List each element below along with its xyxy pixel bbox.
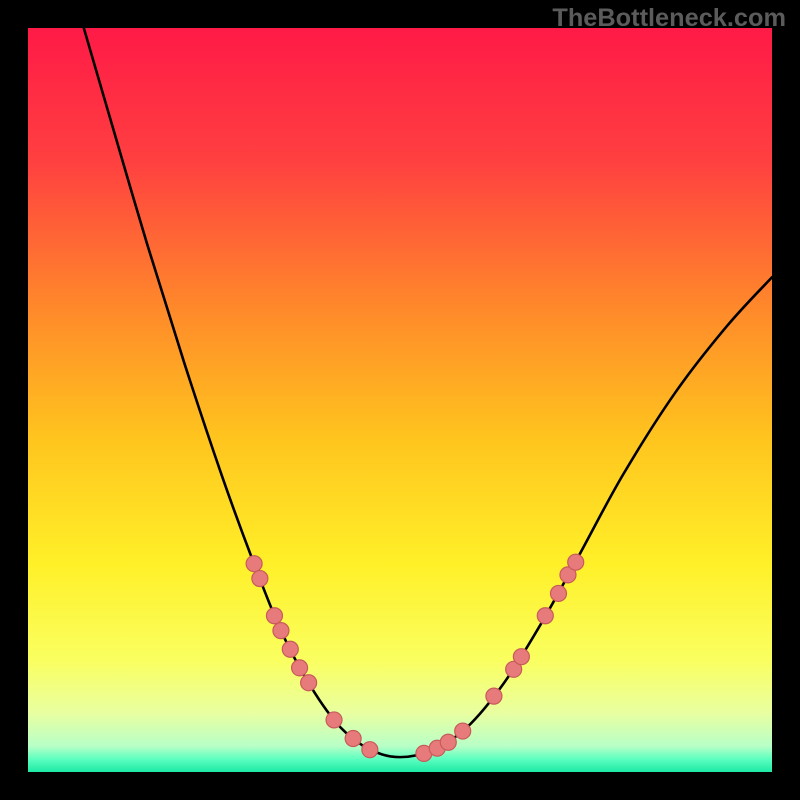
markers-group — [246, 554, 584, 761]
outer-frame — [0, 0, 800, 800]
marker-dot — [440, 734, 456, 750]
marker-dot — [362, 742, 378, 758]
marker-dot — [273, 623, 289, 639]
marker-dot — [537, 608, 553, 624]
marker-dot — [301, 675, 317, 691]
marker-dot — [282, 641, 298, 657]
watermark-text: TheBottleneck.com — [552, 4, 786, 33]
marker-dot — [246, 556, 262, 572]
marker-dot — [266, 608, 282, 624]
marker-dot — [252, 571, 268, 587]
plot-area — [28, 28, 772, 772]
v-curve — [84, 28, 772, 757]
marker-dot — [568, 554, 584, 570]
marker-dot — [292, 660, 308, 676]
marker-dot — [326, 712, 342, 728]
marker-dot — [455, 723, 471, 739]
marker-dot — [513, 649, 529, 665]
marker-dot — [486, 688, 502, 704]
marker-dot — [345, 731, 361, 747]
curve-layer — [28, 28, 772, 772]
marker-dot — [550, 585, 566, 601]
